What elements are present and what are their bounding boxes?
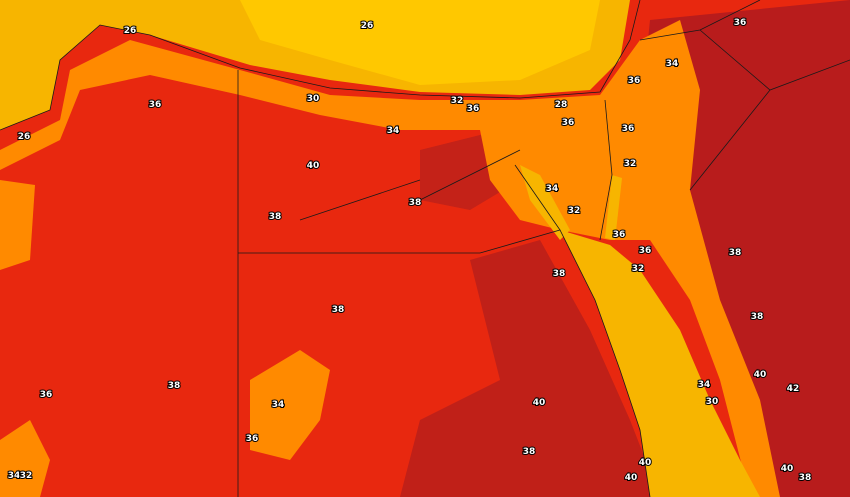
- contour-label: 36: [734, 18, 747, 28]
- gulf-of-suez: [520, 165, 570, 240]
- warm-area-west: [0, 180, 35, 270]
- contour-label: 34: [8, 471, 21, 481]
- contour-label: 34: [272, 400, 285, 410]
- contour-label: 30: [307, 94, 320, 104]
- warm-area-far-southwest: [0, 420, 50, 497]
- contour-label: 38: [332, 305, 345, 315]
- contour-label: 34: [666, 59, 679, 69]
- contour-label: 36: [149, 100, 162, 110]
- warm-area-southwest: [250, 350, 330, 460]
- contour-label: 26: [124, 26, 137, 36]
- contour-label: 32: [632, 264, 645, 274]
- contour-label: 28: [555, 100, 568, 110]
- contour-label: 32: [20, 471, 33, 481]
- contour-label: 26: [18, 132, 31, 142]
- contour-label: 38: [269, 212, 282, 222]
- contour-label: 38: [729, 248, 742, 258]
- contour-label: 40: [533, 398, 546, 408]
- contour-label: 36: [562, 118, 575, 128]
- contour-label: 38: [553, 269, 566, 279]
- contour-label: 38: [751, 312, 764, 322]
- contour-label: 36: [628, 76, 641, 86]
- contour-label: 36: [246, 434, 259, 444]
- contour-label: 36: [40, 390, 53, 400]
- cool-sea-patch: [240, 0, 600, 85]
- contour-label: 30: [706, 397, 719, 407]
- contour-label: 36: [639, 246, 652, 256]
- contour-label: 36: [467, 104, 480, 114]
- very-hot-area-nile: [400, 240, 660, 497]
- contour-label: 38: [799, 473, 812, 483]
- red-sea: [560, 230, 760, 497]
- contour-label: 36: [613, 230, 626, 240]
- contour-label: 34: [698, 380, 711, 390]
- contour-label: 42: [787, 384, 800, 394]
- contour-label: 38: [523, 447, 536, 457]
- contour-label: 34: [387, 126, 400, 136]
- gulf-of-aqaba: [605, 175, 622, 240]
- contour-label: 40: [639, 458, 652, 468]
- contour-label: 34: [546, 184, 559, 194]
- contour-label: 40: [754, 370, 767, 380]
- contour-label: 26: [361, 21, 374, 31]
- contour-label: 36: [622, 124, 635, 134]
- contour-label: 40: [781, 464, 794, 474]
- contour-label: 32: [624, 159, 637, 169]
- contour-label: 32: [568, 206, 581, 216]
- contour-label: 32: [451, 96, 464, 106]
- contour-label: 40: [307, 161, 320, 171]
- warm-area-coast: [0, 20, 780, 497]
- contour-label: 38: [409, 198, 422, 208]
- contour-label: 38: [168, 381, 181, 391]
- contour-label: 40: [625, 473, 638, 483]
